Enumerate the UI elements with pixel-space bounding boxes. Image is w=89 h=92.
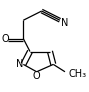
Text: CH₃: CH₃ bbox=[68, 69, 86, 79]
Text: O: O bbox=[1, 34, 9, 44]
Text: O: O bbox=[33, 71, 40, 81]
Text: N: N bbox=[61, 18, 69, 28]
Text: N: N bbox=[16, 59, 24, 69]
